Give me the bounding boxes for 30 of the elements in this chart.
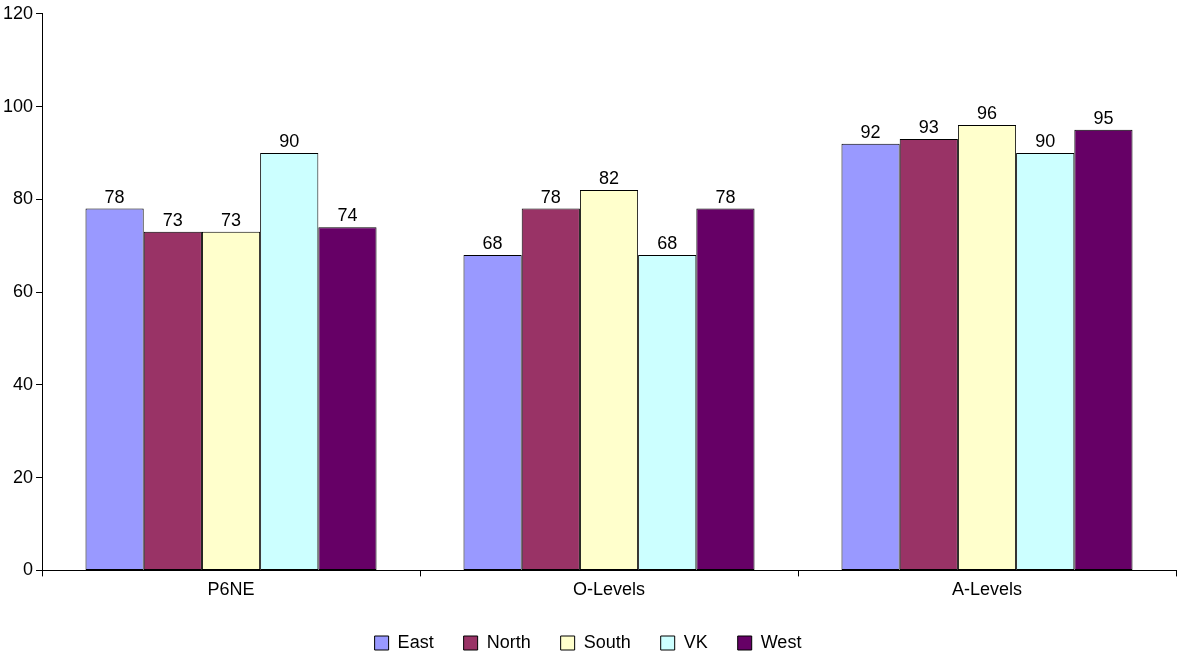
x-tick-label: A-Levels (951, 579, 1023, 600)
data-label: 90 (1035, 130, 1056, 151)
y-tick-label: 100 (2, 95, 34, 116)
data-label: 92 (860, 121, 881, 142)
data-label: 73 (162, 209, 183, 230)
x-tick-label: P6NE (207, 579, 255, 600)
data-label: 73 (221, 209, 242, 230)
legend-label: South (583, 631, 631, 652)
y-tick-label: 20 (13, 466, 34, 487)
legend-label: East (397, 631, 434, 652)
data-label: 90 (279, 130, 300, 151)
y-tick-label: 60 (13, 281, 34, 302)
data-label: 93 (918, 117, 939, 137)
data-label: 96 (976, 103, 998, 124)
data-label: 68 (482, 232, 503, 253)
y-tick-label: 0 (23, 559, 34, 580)
data-label: 78 (104, 186, 125, 207)
y-tick-label: 120 (2, 2, 34, 23)
data-label: 74 (337, 205, 358, 226)
legend-label: North (486, 631, 531, 652)
legend-label: VK (683, 631, 708, 652)
y-tick-label: 40 (13, 373, 34, 394)
data-label: 68 (657, 232, 678, 253)
y-tick-label: 80 (13, 188, 34, 209)
data-label: 82 (599, 168, 620, 189)
legend-label: West (760, 631, 802, 652)
data-label: 78 (540, 186, 561, 207)
data-label: 78 (715, 186, 736, 207)
data-label: 95 (1093, 107, 1114, 128)
x-tick-label: O-Levels (573, 579, 646, 600)
